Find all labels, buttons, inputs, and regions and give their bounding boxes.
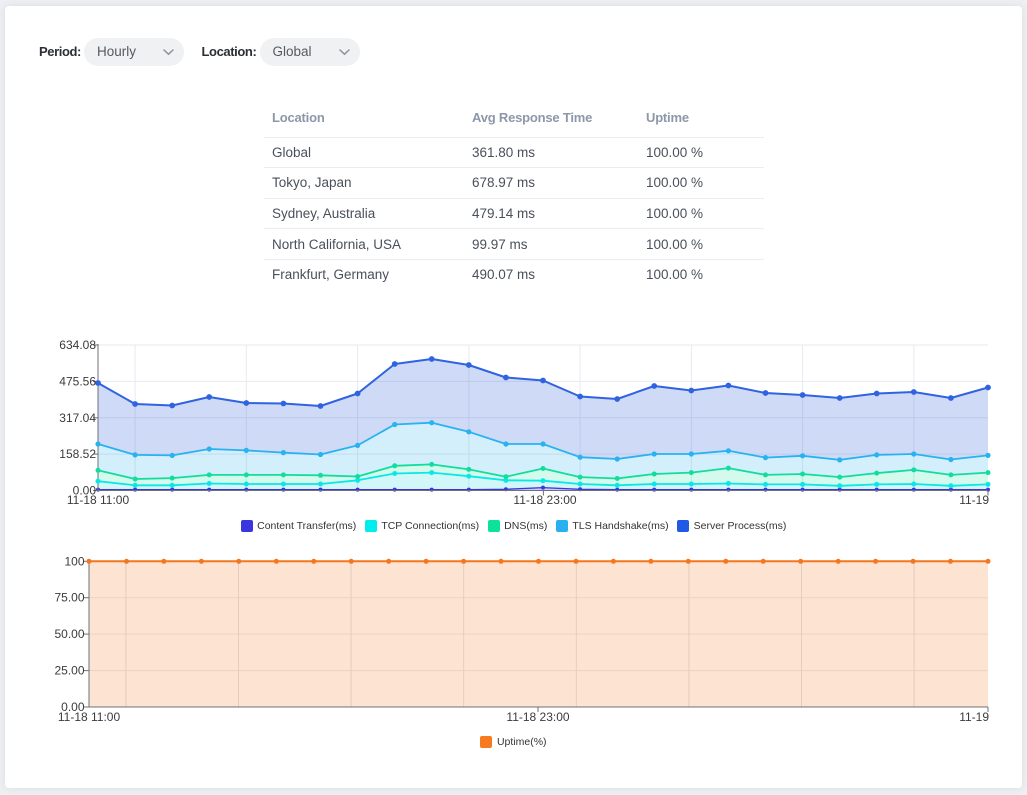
svg-text:75.00: 75.00 [54, 591, 84, 605]
svg-text:0.00: 0.00 [73, 484, 97, 498]
svg-text:11-18 23:00: 11-18 23:00 [513, 493, 576, 507]
svg-text:11-19: 11-19 [959, 710, 989, 724]
svg-text:11-18 23:00: 11-18 23:00 [506, 710, 569, 724]
svg-text:11-19: 11-19 [959, 493, 989, 507]
svg-text:317.04: 317.04 [59, 411, 96, 425]
svg-text:100: 100 [64, 554, 84, 568]
svg-text:50.00: 50.00 [54, 627, 84, 641]
svg-text:158.52: 158.52 [59, 447, 96, 461]
svg-text:634.08: 634.08 [59, 338, 96, 352]
svg-text:25.00: 25.00 [54, 664, 84, 678]
svg-text:0.00: 0.00 [61, 700, 85, 714]
svg-text:475.56: 475.56 [59, 374, 96, 388]
svg-text:11-18 11:00: 11-18 11:00 [67, 493, 130, 507]
svg-text:11-18 11:00: 11-18 11:00 [58, 710, 121, 724]
